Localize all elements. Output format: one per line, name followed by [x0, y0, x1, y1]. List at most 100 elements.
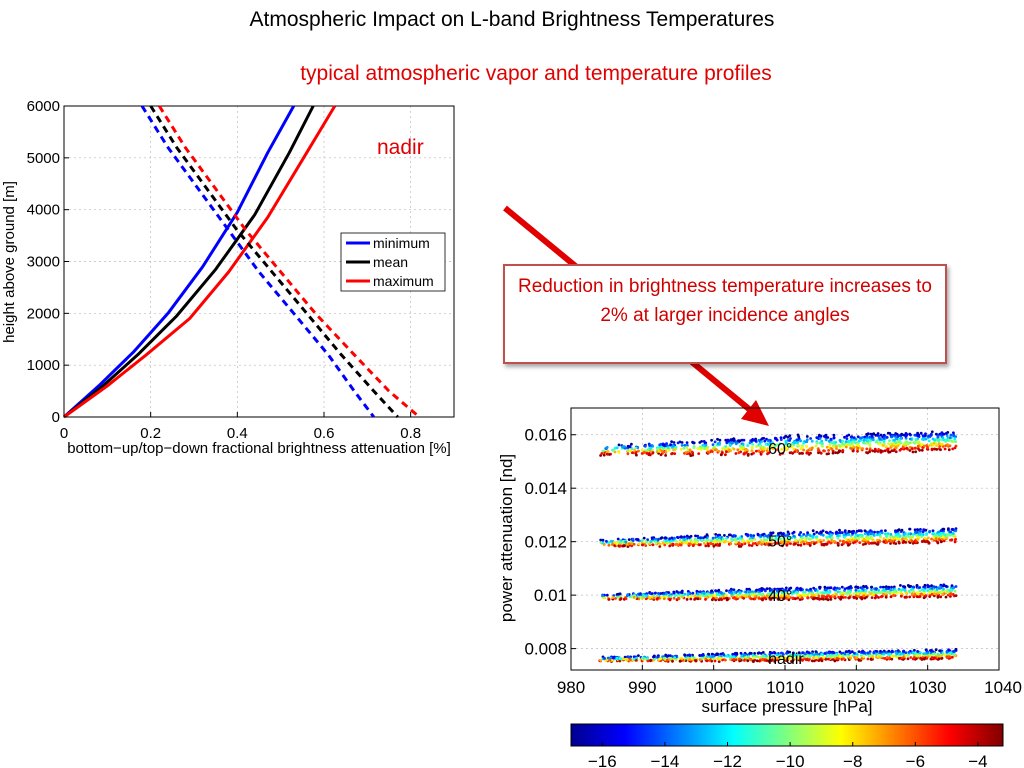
- slide-subtitle: typical atmospheric vapor and temperatur…: [300, 62, 772, 85]
- scatter-point: [902, 652, 905, 656]
- scatter-point: [936, 595, 940, 599]
- scatter-point: [953, 535, 957, 538]
- profile-ylabel: height above ground [m]: [1, 181, 18, 343]
- scatter-point: [856, 449, 859, 453]
- scatter-point: [861, 592, 865, 595]
- scatter-point: [872, 432, 876, 435]
- scatter-point: [913, 433, 917, 437]
- scatter-point: [792, 447, 796, 451]
- scatter-point: [821, 442, 824, 445]
- scatter-point: [718, 536, 722, 539]
- scatter-point: [817, 540, 820, 543]
- scatter-point: [704, 595, 708, 599]
- scatter-point: [614, 597, 617, 600]
- scatter-point: [824, 438, 828, 442]
- scatter-point: [785, 447, 789, 450]
- scatter-point: [821, 533, 825, 537]
- scatter-point: [865, 442, 868, 445]
- scatter-point: [876, 450, 880, 453]
- scatter-point: [953, 446, 957, 450]
- scatter-point: [851, 442, 854, 446]
- scatter-point: [806, 593, 810, 596]
- scatter-point: [761, 587, 765, 591]
- scatter-point: [649, 659, 652, 663]
- scatter-point: [746, 452, 750, 456]
- scatter-point: [646, 448, 650, 452]
- scatter-point: [877, 588, 880, 592]
- scatter-point: [662, 657, 666, 660]
- scatter-point: [602, 543, 606, 546]
- scatter-point: [892, 541, 896, 545]
- scatter-point: [652, 596, 656, 600]
- scatter-point: [703, 447, 706, 450]
- scatter-point: [784, 442, 788, 445]
- scatter-point: [718, 443, 721, 446]
- scatter-point: [676, 591, 680, 594]
- scatter-point: [704, 443, 708, 447]
- scatter-point: [901, 656, 904, 660]
- scatter-point: [689, 454, 693, 457]
- scatter-point: [815, 441, 819, 445]
- scatter-point: [896, 591, 900, 595]
- scatter-point: [664, 539, 668, 543]
- scatter-point: [822, 542, 826, 546]
- scatter-point: [784, 440, 788, 443]
- scatter-point: [738, 447, 742, 451]
- scatter-point: [921, 434, 925, 437]
- scatter-point: [791, 657, 795, 661]
- scatter-point: [798, 595, 802, 598]
- scatter-point: [765, 594, 769, 598]
- scatter-point: [903, 441, 907, 445]
- scatter-point: [756, 655, 759, 658]
- scatter-point: [763, 439, 767, 443]
- scatter-point: [759, 438, 763, 441]
- scatter-point: [603, 657, 606, 660]
- scatter-point: [715, 652, 719, 656]
- scatter-point: [909, 656, 913, 659]
- scatter-point: [623, 544, 626, 548]
- scatter-point: [857, 537, 861, 541]
- scatter-point: [952, 650, 956, 654]
- scatter-point: [685, 598, 689, 601]
- scatter-point: [932, 589, 936, 592]
- scatter-point: [700, 445, 704, 449]
- scatter-point: [870, 596, 874, 599]
- scatter-point: [755, 659, 759, 663]
- scatter-point: [704, 441, 708, 445]
- scatter-point: [934, 648, 938, 652]
- scatter-point: [862, 441, 866, 444]
- scatter-point: [927, 434, 931, 438]
- scatter-point: [622, 657, 625, 661]
- profile-line-maximum-dashed: [158, 105, 421, 419]
- scatter-point: [949, 530, 952, 534]
- scatter-point: [749, 658, 752, 662]
- nadir-label: nadir: [377, 136, 424, 159]
- scatter-point: [895, 537, 899, 541]
- scatter-point: [663, 543, 667, 547]
- scatter-point: [668, 537, 672, 541]
- scatter-point: [673, 448, 677, 451]
- scatter-point: [824, 433, 828, 437]
- scatter-point: [868, 450, 871, 454]
- scatter-point: [637, 654, 640, 657]
- scatter-point: [662, 443, 666, 447]
- scatter-point: [826, 531, 829, 535]
- scatter-point: [923, 536, 927, 540]
- scatter-point: [832, 445, 836, 449]
- scatter-point: [781, 540, 785, 544]
- scatter-point: [871, 449, 874, 453]
- scatter-point: [616, 595, 619, 598]
- scatter-point: [882, 652, 886, 656]
- scatter-point: [881, 585, 885, 589]
- scatter-point: [772, 654, 775, 658]
- scatter-point: [805, 435, 809, 438]
- scatter-point: [617, 451, 621, 454]
- scatter-point: [893, 438, 896, 442]
- scatter-point: [810, 595, 813, 599]
- scatter-point: [651, 448, 654, 452]
- scatter-point: [931, 532, 935, 535]
- scatter-point: [884, 595, 888, 599]
- scatter-point: [817, 448, 821, 452]
- scatter-point: [626, 452, 630, 456]
